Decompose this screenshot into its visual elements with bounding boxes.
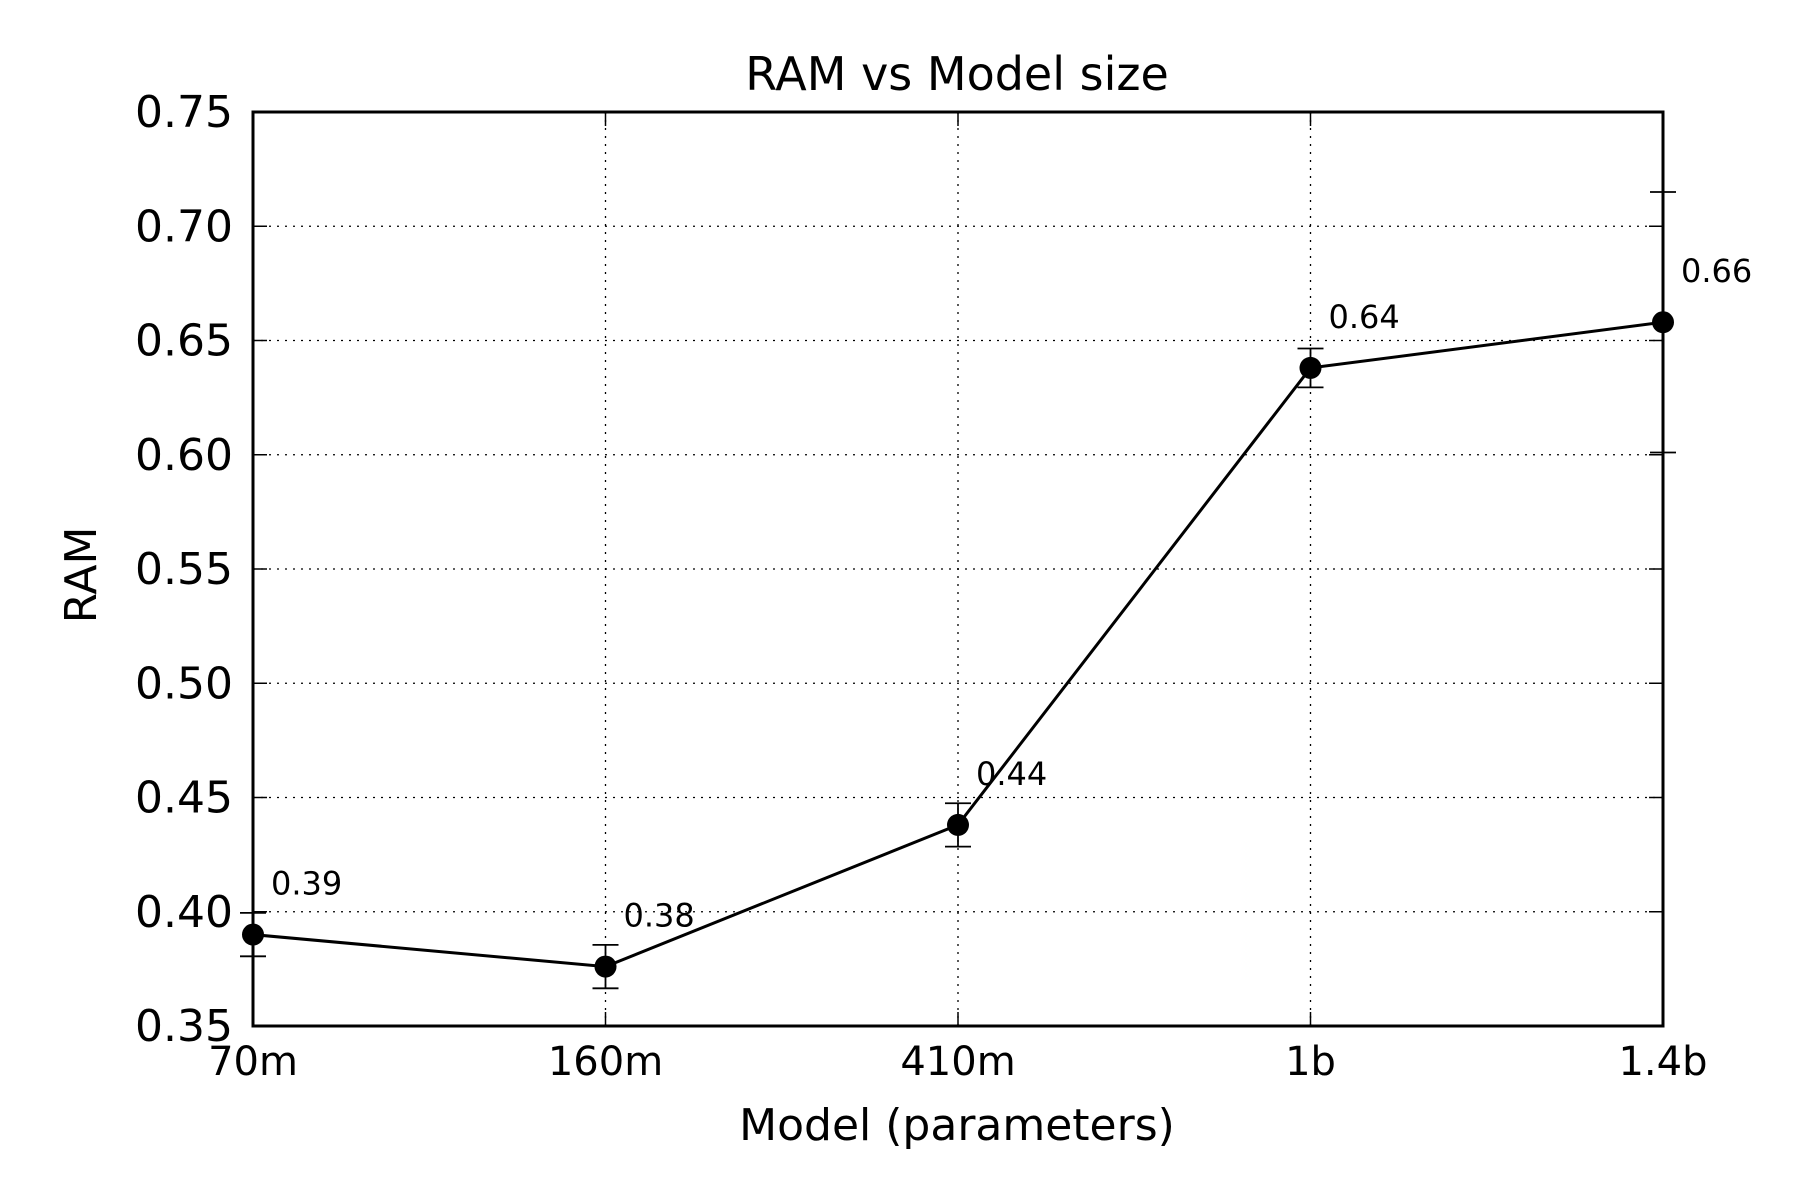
y-tick-label: 0.70 [135, 201, 233, 252]
y-tick-label: 0.55 [135, 544, 233, 595]
data-label: 0.64 [1329, 298, 1400, 336]
data-point [594, 955, 617, 978]
data-label: 0.44 [976, 755, 1047, 793]
y-tick-label: 0.50 [135, 658, 233, 709]
x-tick-label: 160m [548, 1039, 663, 1085]
y-tick-label: 0.45 [135, 773, 233, 824]
plot-area: 0.35 0.40 0.45 0.50 0.55 0.60 0.65 0.70 0.75 70m 1… [135, 87, 1752, 1085]
x-tick-label: 410m [900, 1039, 1015, 1085]
x-tick-label: 1.4b [1618, 1039, 1707, 1085]
y-tick-label: 0.75 [135, 87, 233, 138]
data-label: 0.38 [624, 897, 695, 935]
y-axis-label: RAM [56, 527, 107, 624]
chart-title: RAM vs Model size [745, 47, 1169, 101]
data-label: 0.39 [271, 865, 342, 903]
x-tick-label: 70m [208, 1039, 298, 1085]
series-line [252, 320, 1664, 969]
data-point [1299, 356, 1322, 379]
plot-frame [251, 110, 1665, 1028]
x-tick-label: 1b [1285, 1039, 1336, 1085]
y-tick-label: 0.65 [135, 316, 233, 367]
y-tick-label: 0.40 [135, 887, 233, 938]
y-tick-label: 0.35 [135, 1001, 233, 1052]
data-label: 0.66 [1681, 252, 1752, 290]
data-point [947, 813, 969, 836]
x-axis-label: Model (parameters) [739, 1100, 1175, 1151]
y-tick-label: 0.60 [135, 430, 233, 481]
